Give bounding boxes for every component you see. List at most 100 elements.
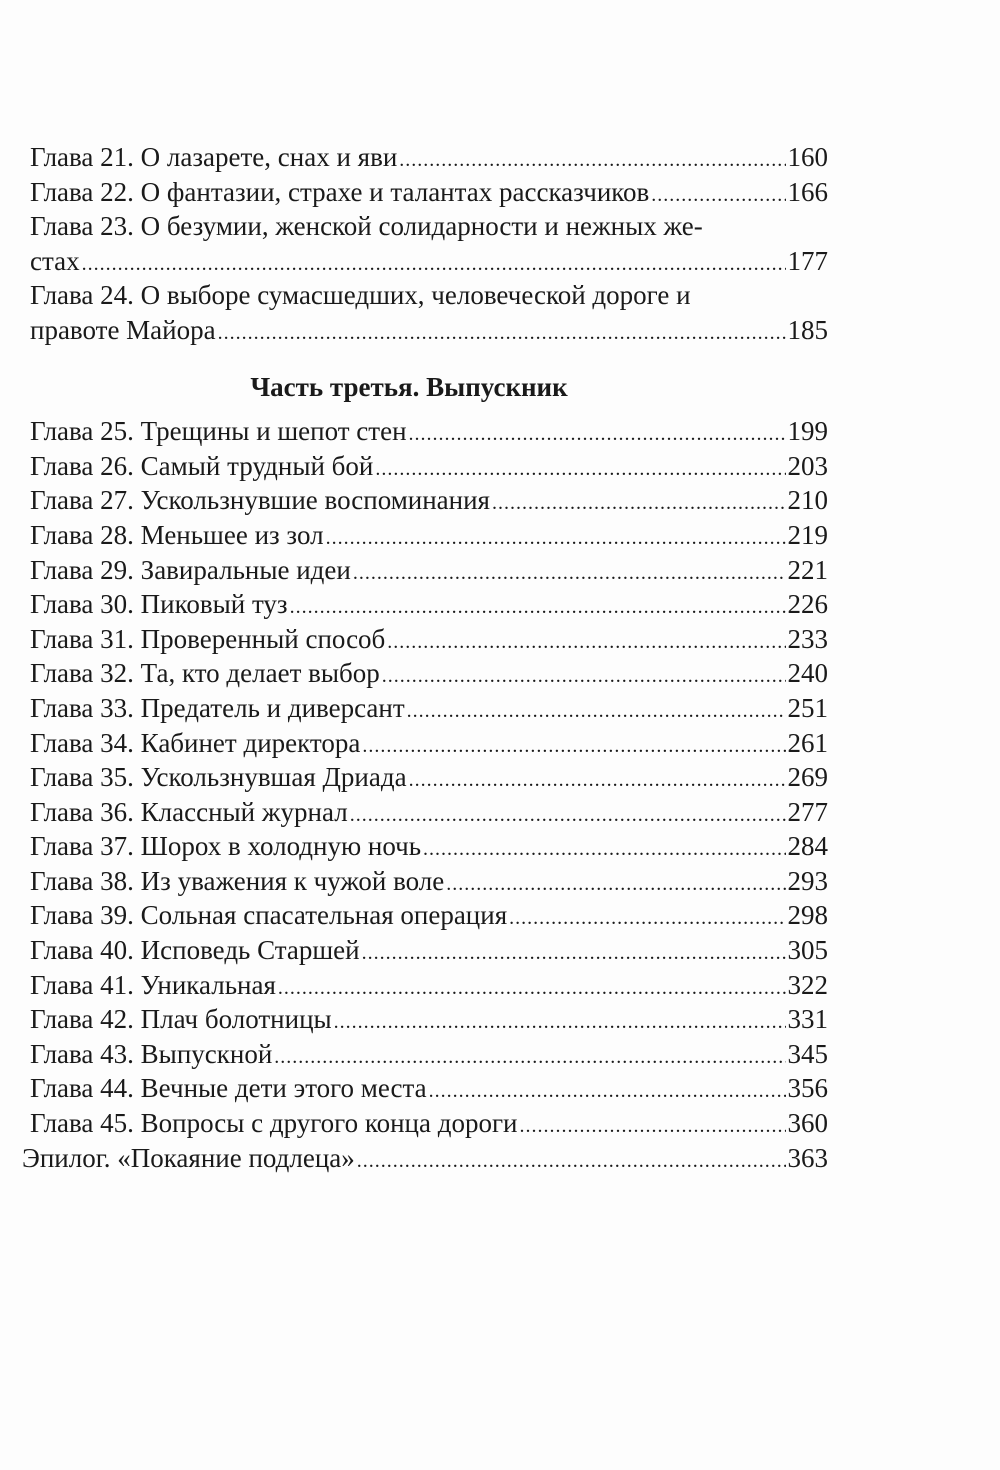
entry-page: 219 [787,519,829,550]
dot-leader [492,486,786,521]
toc-part-two-tail: Глава 21. О лазарете, снах и яви160Глава… [30,140,828,348]
dot-leader [326,521,786,556]
dot-leader [334,1005,786,1040]
toc-entry[interactable]: Глава 26. Самый трудный бой 203 [30,449,828,484]
entry-page: 166 [787,176,829,207]
dot-leader [82,247,786,282]
entry-title: Глава 24. О выборе сумасшедших, человече… [30,280,691,311]
entry-page: 293 [787,865,829,896]
entry-title: Глава 33. Предатель и диверсант [30,692,405,723]
entry-title: Глава 21. О лазарете, снах и яви [30,142,398,172]
toc-line[interactable]: правоте Майора 185 [30,313,828,348]
toc-entry[interactable]: Глава 36. Классный журнал 277 [30,795,828,830]
entry-title: Глава 29. Завиральные идеи [30,554,351,585]
entry-page: 177 [787,245,829,276]
entry-title: стах [30,245,80,276]
entry-page: 203 [787,450,829,481]
entry-page: 298 [787,900,829,931]
dot-leader [387,625,785,660]
entry-title: Глава 39. Сольная спасательная операция [30,900,508,931]
toc-entry[interactable]: Глава 43. Выпускной 345 [30,1037,828,1072]
toc-entry[interactable]: Глава 32. Та, кто делает выбор 240 [30,656,828,691]
toc-entry[interactable]: Глава 25. Трещины и шепот стен 199 [30,414,828,449]
entry-page: 356 [787,1073,829,1104]
dot-leader [429,1074,786,1109]
toc-entry[interactable]: Глава 34. Кабинет директора 261 [30,726,828,761]
entry-title: Глава 38. Из уважения к чужой воле [30,865,445,896]
dot-leader [509,901,785,936]
toc-entry[interactable]: Глава 42. Плач болотницы 331 [30,1002,828,1037]
dot-leader [651,178,785,213]
entry-title: Глава 23. О безумии, женской солидарност… [30,211,703,242]
entry-page: 360 [787,1108,829,1139]
entry-title: Глава 28. Меньшее из зол [30,519,324,550]
toc-line[interactable]: стах 177 [30,244,828,279]
entry-title: Глава 41. Уникальная [30,969,276,1000]
dot-leader [350,798,786,833]
entry-page: 199 [787,416,829,447]
toc-line[interactable]: Глава 21. О лазарете, снах и яви 160 [30,140,828,175]
toc-entry[interactable]: Глава 21. О лазарете, снах и яви 160 [30,140,828,175]
dot-leader [407,694,786,729]
toc-entry[interactable]: Глава 28. Меньшее из зол 219 [30,518,828,553]
toc-entry[interactable]: Глава 45. Вопросы с другого конца дороги… [30,1106,828,1141]
toc-entry[interactable]: Глава 37. Шорох в холодную ночь 284 [30,829,828,864]
entry-title: Глава 36. Классный журнал [30,796,348,827]
toc-line[interactable]: Глава 24. О выборе сумасшедших, человече… [30,278,828,313]
entry-title: Глава 26. Самый трудный бой [30,450,374,481]
toc-entry[interactable]: Глава 24. О выборе сумасшедших, человече… [30,278,828,347]
entry-title: Глава 43. Выпускной [30,1038,273,1069]
toc-entry[interactable]: Глава 35. Ускользнувшая Дриада 269 [30,760,828,795]
toc-entry[interactable]: Глава 23. О безумии, женской солидарност… [30,209,828,278]
entry-title: правоте Майора [30,314,216,345]
toc-part-three: Глава 25. Трещины и шепот стен199Глава 2… [30,414,828,1140]
dot-leader [274,1040,785,1075]
dot-leader [409,417,786,452]
dot-leader [423,832,785,867]
toc-entry[interactable]: Глава 31. Проверенный способ 233 [30,622,828,657]
entry-title: Глава 44. Вечные дети этого места [30,1073,427,1104]
entry-title: Глава 37. Шорох в холодную ночь [30,831,422,862]
entry-page: 261 [787,727,829,758]
entry-page: 331 [787,1004,829,1035]
toc-entry[interactable]: Глава 33. Предатель и диверсант 251 [30,691,828,726]
entry-page: 185 [787,314,829,345]
dot-leader [290,590,786,625]
entry-title: Глава 22. О фантазии, страхе и талантах … [30,176,650,207]
entry-page: 322 [787,969,829,1000]
entry-page: 345 [787,1038,829,1069]
toc-entry[interactable]: Глава 39. Сольная спасательная операция 2… [30,898,828,933]
entry-title: Глава 45. Вопросы с другого конца дороги [30,1108,518,1139]
entry-page: 240 [787,658,829,689]
toc-line[interactable]: Глава 23. О безумии, женской солидарност… [30,209,828,244]
entry-page: 277 [787,796,829,827]
toc-entry[interactable]: Глава 30. Пиковый туз 226 [30,587,828,622]
entry-title: Глава 27. Ускользнувшие воспоминания [30,485,490,516]
toc-entry[interactable]: Глава 40. Исповедь Старшей 305 [30,933,828,968]
dot-leader [409,763,786,798]
toc-entry[interactable]: Глава 22. О фантазии, страхе и талантах … [30,175,828,210]
toc-entry[interactable]: Глава 41. Уникальная 322 [30,968,828,1003]
entry-page: 363 [787,1142,829,1173]
toc-entry[interactable]: Глава 38. Из уважения к чужой воле 293 [30,864,828,899]
toc-entry[interactable]: Глава 44. Вечные дети этого места 356 [30,1071,828,1106]
entry-title: Глава 31. Проверенный способ [30,623,386,654]
toc-entry[interactable]: Глава 27. Ускользнувшие воспоминания 210 [30,483,828,518]
entry-page: 233 [787,623,829,654]
dot-leader [399,143,785,178]
dot-leader [382,659,786,694]
toc-entry-epilogue[interactable]: Эпилог. «Покаяние подлеца» 363 [22,1141,828,1176]
entry-title: Глава 25. Трещины и шепот стен [30,416,407,447]
dot-leader [375,452,785,487]
dot-leader [357,1144,786,1179]
toc-line[interactable]: Глава 22. О фантазии, страхе и талантах … [30,175,828,210]
dot-leader [278,971,786,1006]
entry-title: Глава 32. Та, кто делает выбор [30,658,380,689]
dot-leader [362,729,785,764]
entry-title: Глава 30. Пиковый туз [30,589,288,620]
toc-entry[interactable]: Глава 29. Завиральные идеи 221 [30,553,828,588]
entry-page: 160 [787,142,829,172]
dot-leader [362,936,786,971]
entry-page: 210 [787,485,829,516]
entry-page: 221 [787,554,829,585]
